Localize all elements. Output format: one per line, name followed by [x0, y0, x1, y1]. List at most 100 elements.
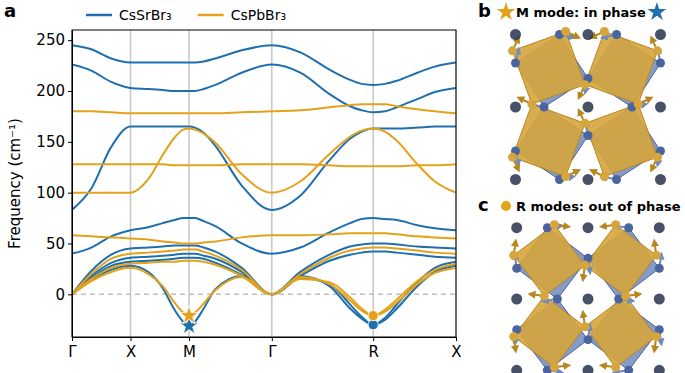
- x-tick-label: X: [126, 343, 136, 361]
- legend: CsSrBr₃CsPbBr₃: [86, 7, 286, 23]
- atom: [584, 335, 593, 344]
- soft-mode-marker: [368, 320, 378, 330]
- x-tick-label: X: [451, 343, 461, 361]
- atom: [653, 46, 662, 55]
- y-tick-mark: [68, 243, 72, 244]
- band-line: [72, 164, 456, 166]
- panel-label: b: [478, 0, 491, 21]
- x-grid-line: [188, 30, 190, 337]
- a-site-atom: [583, 294, 594, 305]
- octahedron: [514, 225, 585, 296]
- octahedron: [585, 31, 658, 104]
- legend-label: CsPbBr₃: [231, 7, 286, 23]
- x-grid-line: [271, 30, 273, 337]
- y-tick-mark: [68, 294, 72, 295]
- x-tick-mark: [189, 337, 190, 341]
- atom: [550, 220, 559, 229]
- title-marker: [497, 2, 516, 20]
- a-site-atom: [583, 29, 594, 40]
- atom: [612, 175, 621, 184]
- x-tick: R: [368, 337, 378, 361]
- band-line: [72, 261, 456, 316]
- legend-swatch: [198, 14, 224, 17]
- a-site-atom: [655, 102, 666, 113]
- panel-label: c: [478, 194, 489, 215]
- y-tick: 250: [36, 31, 72, 49]
- x-tick: X: [126, 337, 136, 361]
- atom: [509, 332, 518, 341]
- y-tick-mark: [68, 91, 72, 92]
- atom: [624, 223, 633, 232]
- atom: [561, 172, 570, 181]
- plot-frame: [72, 30, 456, 337]
- atom: [561, 27, 570, 36]
- a-site-atom: [583, 174, 594, 185]
- x-tick-mark: [131, 337, 132, 341]
- y-tick-label: 0: [55, 286, 65, 304]
- x-tick-label: Γ: [68, 343, 77, 361]
- x-tick-label: R: [368, 343, 378, 361]
- y-tick: 150: [36, 133, 72, 151]
- diagram-title: R modes: out of phase: [516, 199, 681, 214]
- y-tick-label: 100: [36, 184, 65, 202]
- x-grid-line: [130, 30, 132, 337]
- atom: [584, 131, 593, 140]
- y-axis: 0 50 100 150 200 250: [36, 31, 72, 338]
- panel-label: a: [4, 0, 16, 21]
- title-marker: [501, 201, 511, 211]
- y-tick-mark: [68, 142, 72, 143]
- octahedron: [585, 296, 656, 367]
- atom: [581, 80, 590, 89]
- a-site-atom: [654, 365, 665, 373]
- atom: [653, 153, 662, 162]
- band-line: [72, 127, 456, 210]
- atom: [581, 322, 590, 331]
- atom: [634, 100, 643, 109]
- x-tick-mark: [272, 337, 273, 341]
- atom: [652, 251, 661, 260]
- x-tick: M: [183, 337, 196, 361]
- x-tick-label: M: [183, 343, 196, 361]
- y-tick: 0: [55, 286, 72, 304]
- a-site-atom: [654, 294, 665, 305]
- plot-area: [72, 45, 456, 334]
- atom: [527, 100, 536, 109]
- x-tick: Γ: [68, 337, 77, 361]
- octahedron: [512, 104, 585, 177]
- band-line: [72, 252, 456, 295]
- band-line: [72, 258, 456, 325]
- band-line: [72, 65, 456, 113]
- soft-mode-marker: [180, 306, 199, 324]
- a-site-atom: [583, 365, 594, 373]
- atom: [611, 220, 620, 229]
- atom: [508, 46, 517, 55]
- title-marker: [648, 2, 667, 20]
- x-axis: ΓXMΓRX: [68, 337, 461, 361]
- atom: [508, 153, 517, 162]
- y-tick-label: 200: [36, 82, 65, 100]
- atom: [581, 119, 590, 128]
- band-line: [72, 266, 456, 326]
- octahedron: [514, 296, 585, 367]
- atom: [553, 295, 562, 304]
- a-site-atom: [511, 365, 522, 373]
- a-site-atom: [583, 102, 594, 113]
- grid: [72, 30, 456, 337]
- a-site-atom: [583, 222, 594, 233]
- y-tick-label: 150: [36, 133, 65, 151]
- figure: ΓXMΓRX050100150200250Frequency (cm⁻¹)aCs…: [0, 0, 685, 373]
- x-tick: X: [451, 337, 461, 361]
- atom: [540, 292, 549, 301]
- octahedron: [585, 225, 656, 296]
- x-tick-mark: [72, 337, 73, 341]
- a-site-atom: [655, 174, 666, 185]
- atom: [600, 27, 609, 36]
- atom: [624, 366, 633, 373]
- y-tick-label: 50: [46, 235, 65, 253]
- octahedron: [512, 31, 585, 104]
- diagram-title: M mode: in phase: [516, 5, 646, 20]
- y-tick: 200: [36, 82, 72, 100]
- atom: [656, 59, 665, 68]
- octahedron: [585, 104, 658, 177]
- band-line: [72, 248, 456, 295]
